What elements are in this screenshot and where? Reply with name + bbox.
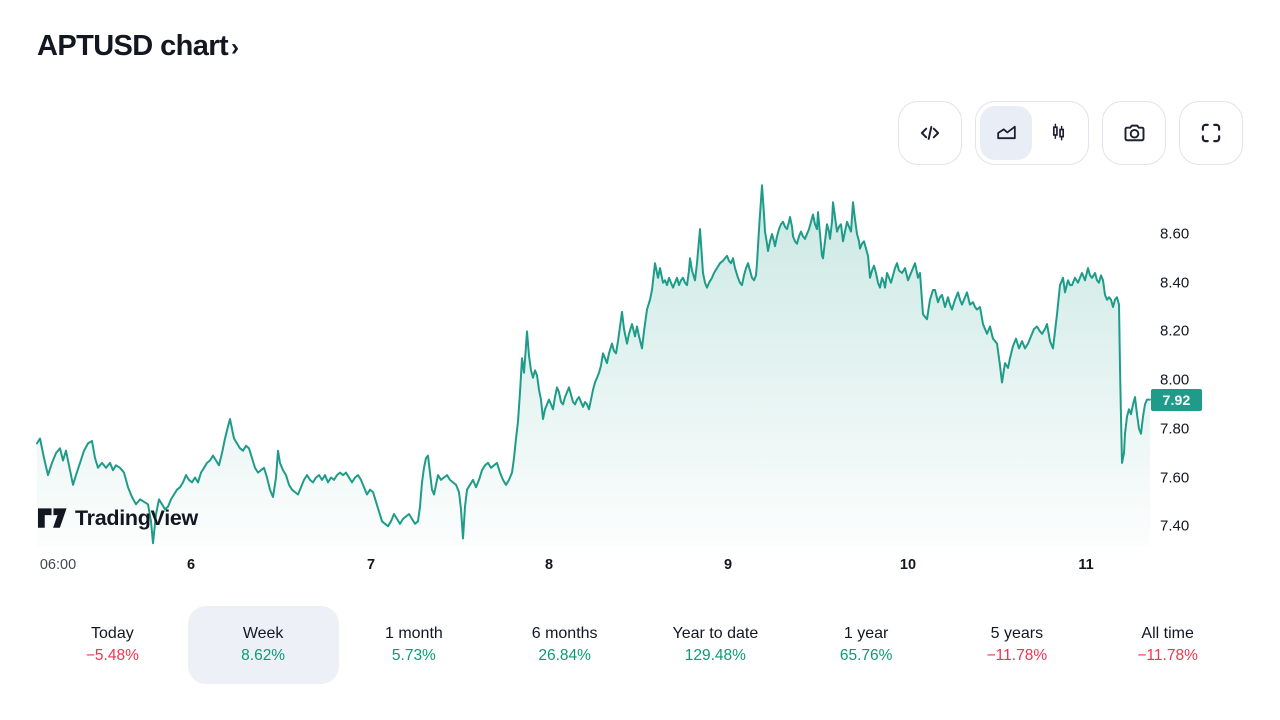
time-axis-label: 9 — [723, 557, 733, 573]
price-line — [36, 184, 1151, 545]
range-change-value: −5.48% — [85, 647, 139, 664]
range-change-value: 8.62% — [241, 647, 286, 664]
price-axis-label: 8.00 — [1160, 371, 1190, 389]
range-button-all-time[interactable]: All time −11.78% — [1092, 606, 1243, 684]
last-price-badge: 7.92 — [1151, 388, 1202, 411]
area-style-button[interactable] — [980, 106, 1032, 160]
camera-icon — [1124, 124, 1144, 141]
range-change-value: −11.78% — [1137, 647, 1198, 664]
range-change-value: 129.48% — [684, 647, 746, 664]
time-axis-label: 6 — [186, 557, 196, 573]
time-axis-label: 06:00 — [39, 557, 77, 573]
time-axis-label: 11 — [1078, 557, 1094, 573]
range-button-week[interactable]: Week 8.62% — [187, 606, 339, 684]
area-chart-icon — [996, 125, 1016, 139]
range-button-5-years[interactable]: 5 years −11.78% — [942, 606, 1093, 684]
snapshot-button[interactable] — [1102, 101, 1166, 165]
time-axis-label: 8 — [544, 557, 554, 573]
code-icon — [920, 126, 940, 140]
tradingview-logo-icon — [37, 508, 67, 528]
candles-style-button[interactable] — [1032, 106, 1084, 160]
tradingview-logo-text: TradingView — [75, 505, 198, 530]
price-area-chart[interactable] — [0, 0, 1280, 600]
price-axis-label: 8.60 — [1160, 225, 1190, 243]
chevron-right-icon: › — [231, 34, 239, 61]
chart-style-toggle — [975, 101, 1089, 165]
range-change-value: −11.78% — [986, 647, 1048, 664]
range-button-year-to-date[interactable]: Year to date 129.48% — [640, 606, 791, 684]
embed-code-button[interactable] — [898, 101, 962, 165]
page-title: APTUSD chart — [37, 30, 229, 62]
price-axis-label: 8.20 — [1160, 322, 1190, 340]
price-axis-label: 8.40 — [1160, 274, 1190, 292]
range-label: 6 months — [531, 625, 598, 642]
range-label: 1 month — [384, 625, 443, 642]
area-fill — [37, 185, 1150, 548]
range-button-1-year[interactable]: 1 year 65.76% — [791, 606, 942, 684]
fullscreen-button[interactable] — [1179, 101, 1243, 165]
range-label: All time — [1141, 625, 1194, 642]
time-axis-label: 7 — [366, 557, 376, 573]
range-label: Today — [91, 625, 134, 642]
range-label: Week — [242, 625, 284, 642]
range-change-value: 26.84% — [538, 647, 591, 664]
price-axis-label: 7.80 — [1160, 420, 1190, 438]
fullscreen-icon — [1201, 123, 1221, 143]
time-axis-label: 10 — [899, 557, 917, 573]
price-axis-label: 7.60 — [1160, 469, 1190, 486]
range-button-6-months[interactable]: 6 months 26.84% — [489, 606, 640, 684]
range-button-1-month[interactable]: 1 month 5.73% — [339, 606, 490, 684]
range-change-value: 65.76% — [839, 647, 893, 664]
range-selector: Today −5.48% Week 8.62% 1 month 5.73% 6 … — [37, 606, 1243, 684]
range-label: 5 years — [990, 625, 1044, 642]
chart-toolbar — [898, 101, 1243, 165]
candlestick-icon — [1052, 123, 1064, 140]
tradingview-logo-link[interactable]: TradingView — [37, 505, 198, 531]
range-label: Year to date — [672, 625, 759, 642]
range-button-today[interactable]: Today −5.48% — [37, 606, 188, 684]
symbol-title-link[interactable]: APTUSD chart › — [37, 30, 239, 63]
price-axis-label: 7.40 — [1160, 517, 1190, 535]
range-change-value: 5.73% — [391, 647, 436, 664]
range-label: 1 year — [843, 625, 889, 642]
